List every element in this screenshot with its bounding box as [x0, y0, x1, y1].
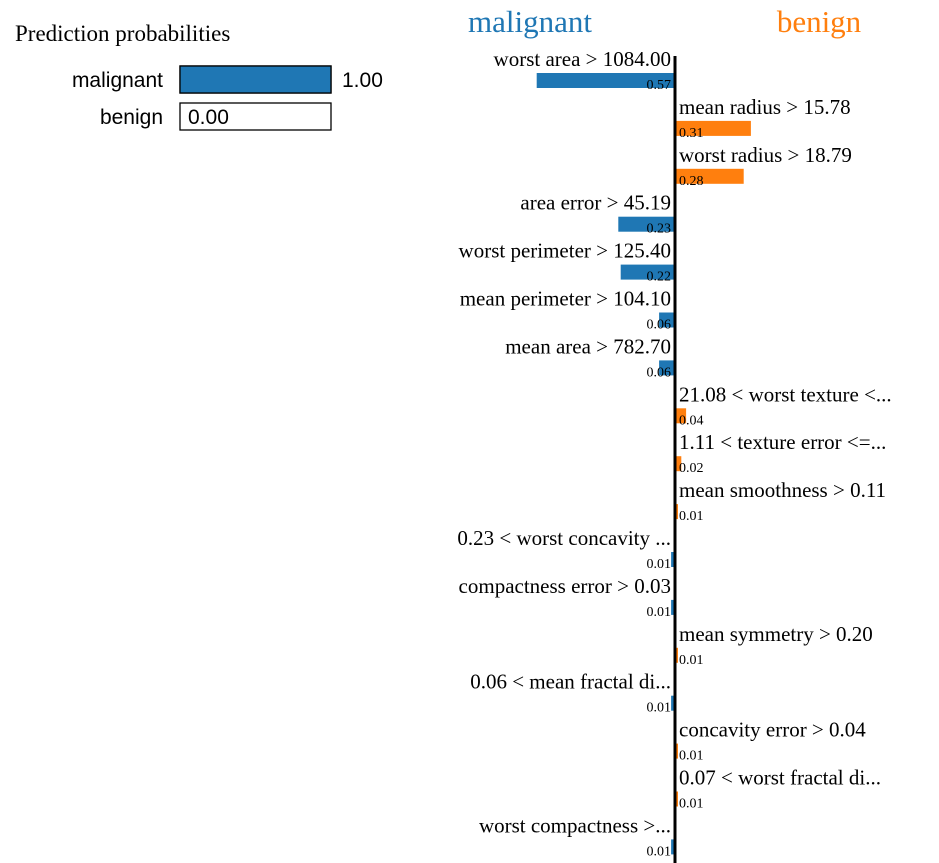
feature-label-7: 21.08 < worst texture <... [679, 382, 892, 406]
prob-label-benign: benign [100, 106, 163, 129]
feature-value-10: 0.01 [647, 557, 672, 572]
feature-label-1: mean radius > 15.78 [679, 95, 851, 119]
feature-value-11: 0.01 [647, 605, 672, 620]
feature-label-9: mean smoothness > 0.11 [679, 478, 886, 502]
feature-label-4: worst perimeter > 125.40 [459, 239, 671, 263]
feature-label-11: compactness error > 0.03 [459, 574, 671, 598]
prob-value-malignant: 1.00 [342, 69, 383, 92]
malignant-class-header: malignant [468, 4, 592, 39]
feature-label-12: mean symmetry > 0.20 [679, 622, 873, 646]
prob-label-malignant: malignant [72, 69, 163, 92]
feature-label-6: mean area > 782.70 [505, 334, 671, 358]
feature-value-5: 0.06 [647, 318, 672, 333]
feature-value-8: 0.02 [679, 461, 704, 476]
feature-label-8: 1.11 < texture error <=... [679, 430, 886, 454]
feature-label-16: worst compactness >... [479, 813, 671, 837]
feature-label-13: 0.06 < mean fractal di... [470, 670, 671, 694]
feature-weights-panel: malignant benign worst area > 1084.00 0.5… [457, 4, 892, 863]
feature-bar-16 [671, 839, 674, 855]
feature-value-2: 0.28 [679, 174, 704, 189]
feature-value-14: 0.01 [679, 749, 704, 764]
feature-bar-7 [676, 408, 687, 424]
feature-label-15: 0.07 < worst fractal di... [679, 766, 881, 790]
feature-label-3: area error > 45.19 [520, 191, 671, 215]
feature-bar-14 [676, 743, 678, 759]
probability-rows: malignant 1.00 benign 0.00 [72, 65, 383, 131]
feature-value-7: 0.04 [679, 413, 704, 428]
feature-bar-1 [676, 120, 751, 136]
feature-bar-15 [676, 791, 678, 807]
feature-bar-0 [536, 73, 674, 88]
feature-value-12: 0.01 [679, 653, 704, 668]
feature-value-16: 0.01 [647, 844, 672, 859]
feature-label-14: concavity error > 0.04 [679, 718, 866, 742]
feature-bar-11 [671, 599, 674, 615]
prob-bar-outline-benign [179, 102, 332, 131]
feature-bar-5 [659, 312, 674, 328]
feature-label-2: worst radius > 18.79 [679, 143, 852, 167]
feature-value-4: 0.22 [647, 270, 672, 285]
prediction-probabilities-title: Prediction probabilities [15, 21, 230, 46]
prob-value-benign: 0.00 [188, 106, 229, 129]
prediction-probabilities-panel: Prediction probabilities malignant 1.00 be… [15, 21, 383, 131]
feature-bar-8 [676, 456, 682, 472]
feature-bar-9 [676, 504, 678, 520]
feature-bar-12 [676, 647, 678, 663]
feature-rows: worst area > 1084.00 0.57 mean radius > 15… [457, 47, 891, 859]
feature-value-15: 0.01 [679, 797, 704, 812]
feature-label-5: mean perimeter > 104.10 [460, 287, 671, 311]
prob-bar-malignant [179, 65, 332, 94]
feature-label-10: 0.23 < worst concavity ... [457, 526, 671, 550]
feature-bar-13 [671, 695, 674, 711]
feature-bar-4 [620, 264, 674, 280]
feature-value-6: 0.06 [647, 365, 672, 380]
feature-label-0: worst area > 1084.00 [494, 47, 671, 71]
feature-value-13: 0.01 [647, 701, 672, 716]
benign-class-header: benign [777, 4, 862, 39]
feature-bar-3 [618, 216, 674, 232]
feature-value-3: 0.23 [647, 222, 672, 237]
feature-bar-2 [676, 168, 744, 184]
feature-bar-6 [659, 360, 674, 376]
feature-value-9: 0.01 [679, 509, 704, 524]
feature-value-0: 0.57 [647, 78, 672, 93]
feature-value-1: 0.31 [679, 126, 704, 141]
feature-bar-10 [671, 552, 674, 567]
